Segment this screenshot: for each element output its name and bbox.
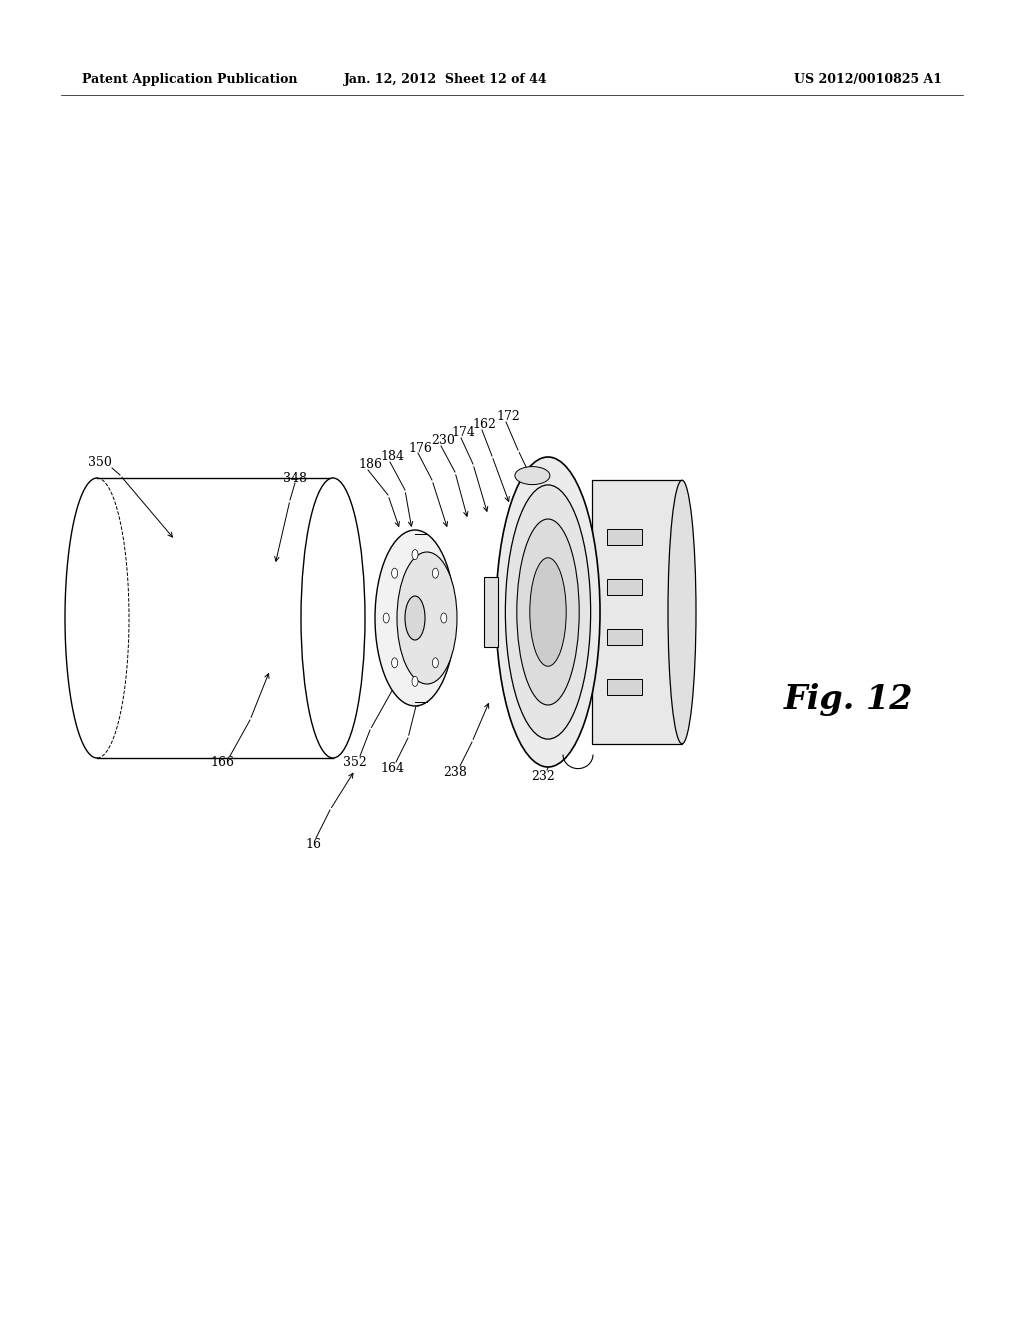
Ellipse shape xyxy=(406,597,425,640)
Ellipse shape xyxy=(412,549,418,560)
Text: 350: 350 xyxy=(88,455,112,469)
Text: 176: 176 xyxy=(408,441,432,454)
Text: 230: 230 xyxy=(431,433,455,446)
Text: US 2012/0010825 A1: US 2012/0010825 A1 xyxy=(794,73,942,86)
Text: 352: 352 xyxy=(343,755,367,768)
Text: 172: 172 xyxy=(496,409,520,422)
Text: 166: 166 xyxy=(210,755,234,768)
Ellipse shape xyxy=(383,612,389,623)
Bar xyxy=(97,478,333,758)
Ellipse shape xyxy=(432,568,438,578)
Ellipse shape xyxy=(391,568,397,578)
Ellipse shape xyxy=(515,466,550,484)
Bar xyxy=(607,630,642,645)
Text: 348: 348 xyxy=(283,471,307,484)
Bar xyxy=(607,579,642,595)
Text: Jan. 12, 2012  Sheet 12 of 44: Jan. 12, 2012 Sheet 12 of 44 xyxy=(344,73,547,86)
Bar xyxy=(607,678,642,696)
Text: 184: 184 xyxy=(380,450,404,462)
Ellipse shape xyxy=(668,480,696,743)
Ellipse shape xyxy=(517,519,580,705)
Text: 186: 186 xyxy=(358,458,382,471)
Ellipse shape xyxy=(412,676,418,686)
Text: Patent Application Publication: Patent Application Publication xyxy=(82,73,297,86)
Ellipse shape xyxy=(432,657,438,668)
Text: 164: 164 xyxy=(380,762,404,775)
Text: 16: 16 xyxy=(305,838,321,851)
Ellipse shape xyxy=(391,657,397,668)
Bar xyxy=(607,529,642,545)
Ellipse shape xyxy=(529,558,566,667)
Text: 232: 232 xyxy=(531,770,555,783)
Text: 238: 238 xyxy=(443,766,467,779)
Ellipse shape xyxy=(301,478,365,758)
Text: Fig. 12: Fig. 12 xyxy=(783,684,912,715)
Text: 162: 162 xyxy=(472,417,496,430)
Ellipse shape xyxy=(496,457,600,767)
Bar xyxy=(484,577,498,647)
Ellipse shape xyxy=(375,531,455,706)
Text: 174: 174 xyxy=(451,425,475,438)
Bar xyxy=(592,480,682,743)
Ellipse shape xyxy=(397,552,457,684)
Ellipse shape xyxy=(440,612,446,623)
Ellipse shape xyxy=(506,484,591,739)
